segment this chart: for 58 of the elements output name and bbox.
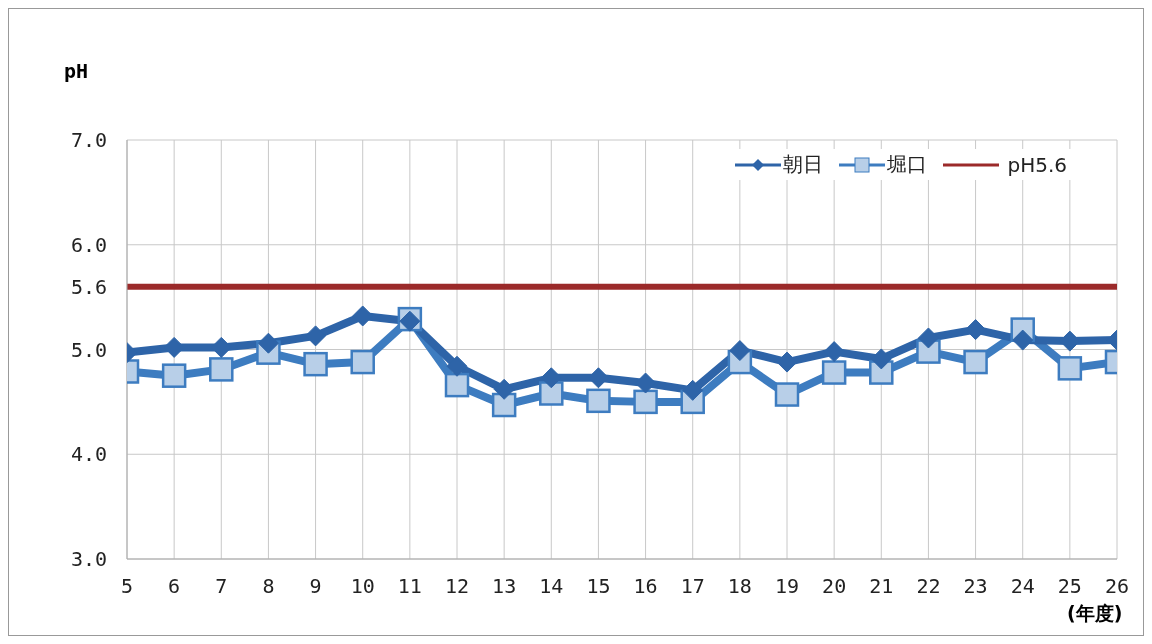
x-tick-label: 22	[916, 574, 941, 599]
x-tick-label: 14	[539, 574, 564, 599]
point	[917, 327, 939, 349]
point	[444, 372, 470, 398]
x-tick-label: 16	[633, 574, 658, 599]
point	[257, 332, 279, 354]
x-tick-label: 9	[309, 574, 322, 599]
point	[1057, 356, 1083, 381]
x-tick-label: 12	[444, 574, 470, 599]
point	[1012, 329, 1034, 351]
x-tick-label: 24	[1010, 574, 1035, 599]
x-tick-label: 8	[262, 574, 275, 599]
point	[493, 378, 515, 400]
y-tick-label: 4.0	[70, 442, 107, 467]
point	[682, 379, 704, 401]
point	[965, 319, 987, 341]
x-tick-label: 15	[586, 574, 611, 599]
y-axis-title: pH	[64, 59, 89, 83]
point	[774, 382, 800, 407]
legend-label: 堀口	[887, 151, 928, 178]
x-tick-label: 17	[680, 574, 705, 599]
x-tick-label: 7	[215, 574, 228, 599]
x-tick-label: 26	[1104, 574, 1130, 599]
y-tick-label: 5.6	[70, 274, 107, 299]
x-tick-label: 19	[774, 574, 800, 599]
point	[963, 349, 988, 375]
point	[305, 325, 327, 347]
y-tick-label: 5.0	[70, 337, 107, 362]
x-tick-label: 6	[168, 574, 181, 599]
point	[776, 351, 798, 373]
point	[209, 357, 234, 382]
y-tick-label: 7.0	[70, 128, 107, 153]
y-tick-label: 6.0	[70, 232, 107, 257]
point	[635, 372, 657, 394]
x-tick-label: 11	[397, 574, 422, 599]
x-tick-label: 23	[963, 574, 988, 599]
x-axis-title: (年度)	[1067, 601, 1123, 626]
point	[821, 360, 847, 385]
point	[303, 351, 328, 377]
legend-label: 朝日	[783, 151, 824, 178]
point	[870, 348, 892, 370]
x-tick-label: 5	[120, 574, 134, 599]
point	[161, 363, 187, 388]
x-tick-label: 21	[869, 574, 894, 599]
point	[729, 340, 751, 362]
x-tick-label: 20	[822, 574, 847, 599]
legend-label: pH5.6	[1007, 152, 1067, 177]
y-tick-label: 3.0	[70, 547, 107, 572]
point	[539, 381, 564, 406]
x-tick-label: 25	[1057, 574, 1082, 599]
point	[586, 388, 611, 414]
x-tick-label: 10	[350, 574, 375, 599]
x-tick-label: 18	[727, 574, 752, 599]
point	[633, 389, 658, 415]
x-tick-label: 13	[492, 574, 517, 599]
point	[823, 341, 845, 363]
point	[446, 355, 468, 377]
point	[350, 349, 375, 375]
